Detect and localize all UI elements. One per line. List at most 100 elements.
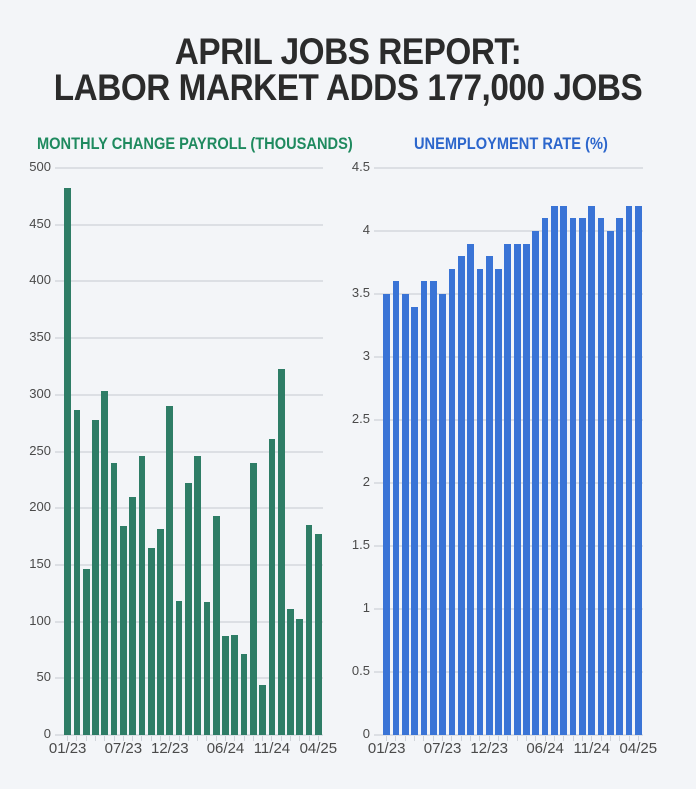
- x-axis-tick: [271, 736, 273, 741]
- bar-10-23: [147, 547, 155, 735]
- x-axis-tick: [76, 736, 78, 741]
- bar-01-25: [287, 609, 294, 735]
- bar-03-23: [401, 294, 409, 735]
- x-axis-tick: [243, 736, 245, 741]
- y-axis-tick-label: 150: [29, 555, 51, 571]
- bar-06-23: [110, 462, 118, 735]
- bar-01-24: [495, 268, 502, 735]
- unemployment-chart-title: UNEMPLOYMENT RATE (%): [414, 134, 608, 153]
- x-axis-tick: [470, 736, 472, 741]
- x-axis-tick: [85, 736, 87, 741]
- bar-07-24: [231, 635, 239, 735]
- x-axis-tick: [234, 736, 236, 741]
- x-axis-tick: [572, 736, 574, 741]
- bar-02-23: [392, 281, 400, 735]
- bar-03-24: [194, 456, 201, 735]
- bar-10-24: [579, 218, 586, 735]
- x-axis-tick-label: 12/23: [151, 740, 189, 757]
- bar-01-25: [607, 231, 614, 735]
- bar-02-24: [185, 483, 192, 735]
- x-axis-tick: [308, 736, 310, 741]
- x-axis-tick: [404, 736, 406, 741]
- x-axis-tick: [488, 736, 490, 741]
- x-axis-tick: [95, 736, 96, 741]
- x-axis-tick: [290, 736, 291, 741]
- y-axis-tick-label: 200: [29, 499, 51, 515]
- y-axis-tick-label: 250: [29, 442, 51, 458]
- y-axis-tick-label: 50: [36, 669, 51, 685]
- x-axis-tick: [553, 736, 555, 741]
- bar-05-23: [101, 391, 109, 735]
- bar-08-24: [240, 654, 248, 735]
- bar-02-25: [616, 218, 624, 735]
- bar-05-24: [532, 231, 540, 735]
- x-axis-tick: [507, 736, 509, 741]
- x-axis-tick: [498, 736, 500, 741]
- x-axis-tick: [479, 736, 481, 741]
- bar-08-24: [560, 205, 568, 735]
- y-axis-tick-label: 0: [362, 726, 370, 741]
- bar-04-23: [411, 306, 418, 735]
- bar-11-23: [476, 268, 484, 735]
- page-title: APRIL JOBS REPORT: LABOR MARKET ADDS 177…: [0, 33, 696, 108]
- x-axis-tick: [141, 736, 143, 741]
- bar-03-25: [625, 205, 633, 735]
- x-axis-tick: [197, 736, 199, 741]
- y-axis-tick-label: 1: [362, 600, 370, 615]
- gridline: [55, 167, 323, 169]
- bar-06-23: [429, 281, 437, 735]
- y-axis-tick-label: 300: [29, 385, 51, 401]
- x-axis-tick: [67, 736, 69, 741]
- x-axis-tick: [132, 736, 134, 741]
- bar-12-23: [485, 256, 493, 735]
- gridline: [374, 734, 643, 736]
- bar-08-23: [129, 496, 136, 735]
- x-axis-tick-label: 11/24: [253, 740, 291, 757]
- y-axis-tick-label: 2.5: [351, 411, 370, 426]
- title-line-2: LABOR MARKET ADDS 177,000 JOBS: [53, 67, 643, 108]
- x-axis-tick-label: 01/23: [367, 740, 406, 757]
- bar-09-23: [457, 256, 465, 735]
- gridline: [55, 734, 323, 736]
- bar-10-24: [259, 685, 266, 735]
- gridline: [55, 280, 323, 283]
- x-axis-tick: [609, 736, 611, 741]
- bar-05-24: [212, 516, 220, 735]
- x-axis-tick: [215, 736, 217, 741]
- x-axis-tick-label: 06/24: [526, 740, 564, 757]
- x-axis-tick: [317, 736, 319, 741]
- x-axis-tick-label: 01/23: [48, 740, 87, 757]
- x-axis-tick: [395, 736, 397, 741]
- gridline: [374, 230, 643, 232]
- x-axis-tick: [178, 736, 180, 741]
- bar-01-23: [64, 188, 71, 735]
- gridline: [55, 450, 323, 453]
- y-axis-tick-label: 1.5: [351, 537, 370, 552]
- bar-09-23: [138, 456, 146, 735]
- bar-01-24: [175, 601, 183, 735]
- y-axis-tick-label: 4: [362, 222, 370, 237]
- x-axis-tick-label: 07/23: [423, 740, 462, 757]
- bar-04-24: [203, 602, 211, 735]
- bar-03-25: [305, 525, 313, 735]
- bar-06-24: [541, 218, 549, 735]
- x-axis-tick: [628, 736, 630, 741]
- x-axis-tick: [581, 736, 583, 741]
- bar-02-24: [504, 243, 512, 735]
- gridline: [374, 167, 643, 169]
- x-axis-tick-label: 12/23: [470, 740, 508, 757]
- x-axis-tick: [104, 736, 106, 741]
- bar-04-24: [523, 243, 530, 735]
- x-axis-tick-label: 04/25: [299, 740, 338, 757]
- bar-09-24: [250, 462, 257, 735]
- bar-05-23: [420, 281, 428, 735]
- bar-12-24: [597, 218, 605, 735]
- x-axis-tick: [525, 736, 527, 741]
- x-axis-tick: [169, 736, 171, 741]
- x-axis-tick: [563, 736, 565, 741]
- gridline: [55, 337, 323, 340]
- bar-11-23: [157, 528, 164, 735]
- x-axis-tick: [280, 736, 282, 741]
- x-axis-tick: [432, 736, 434, 741]
